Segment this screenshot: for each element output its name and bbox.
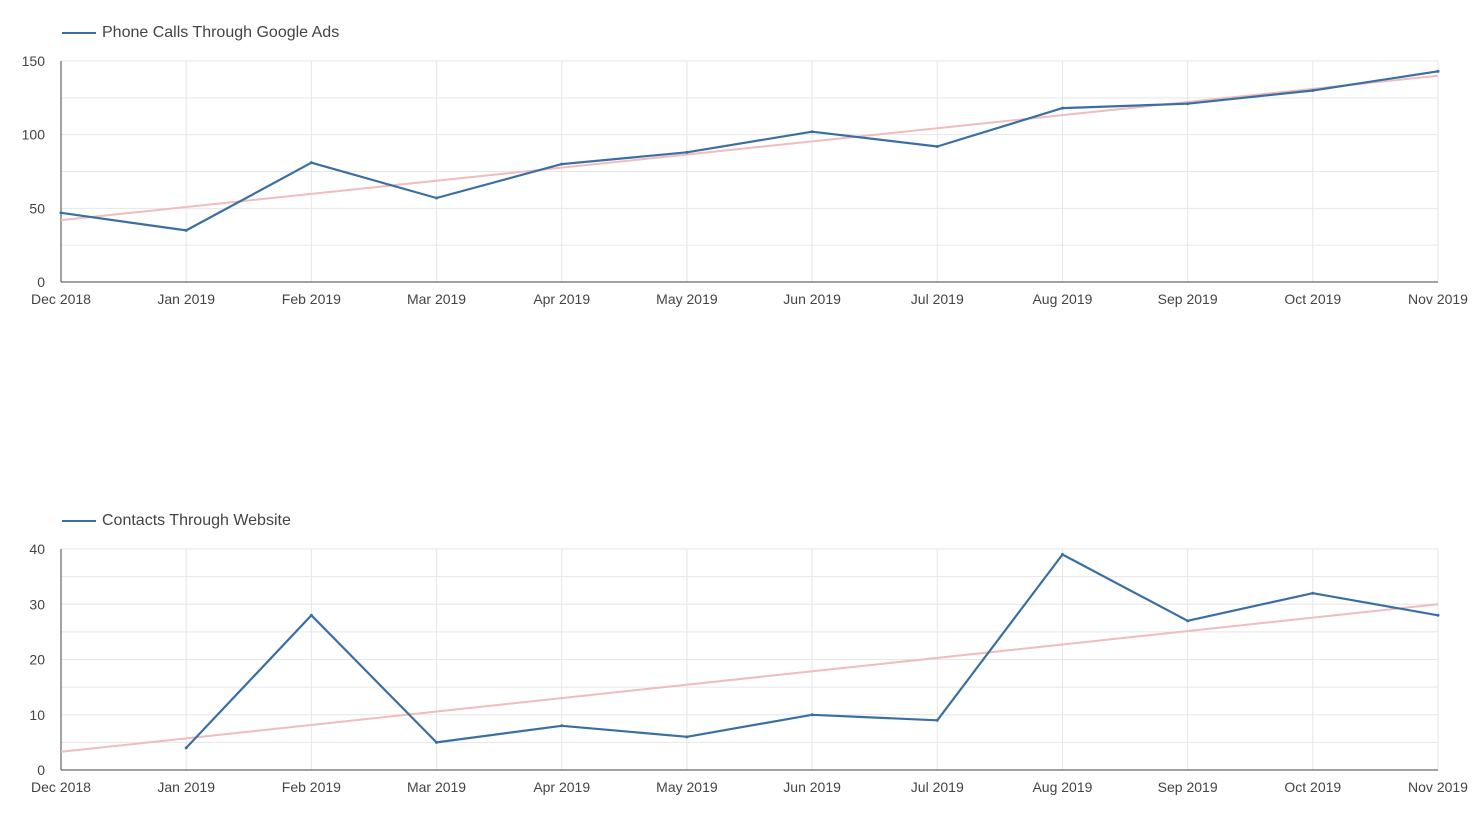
data-point xyxy=(810,713,814,717)
data-point xyxy=(1186,102,1190,106)
x-tick-label: Mar 2019 xyxy=(407,291,466,307)
y-tick-label: 0 xyxy=(37,274,45,290)
data-point xyxy=(1186,619,1190,623)
x-tick-label: Sep 2019 xyxy=(1158,779,1218,795)
x-tick-label: May 2019 xyxy=(656,291,718,307)
data-point xyxy=(685,150,689,154)
trendline xyxy=(60,603,1439,753)
chart-legend[interactable]: Phone Calls Through Google Ads xyxy=(62,24,339,42)
phone-calls-chart: Phone Calls Through Google Ads 0 50 100 150… xyxy=(0,0,1483,320)
x-tick-label: Apr 2019 xyxy=(533,779,590,795)
data-point xyxy=(935,144,939,148)
x-tick-label: Apr 2019 xyxy=(533,291,590,307)
legend-label: Contacts Through Website xyxy=(102,512,291,529)
data-point xyxy=(184,228,188,232)
chart-plot-area: 0 50 100 150 Dec 2018 Jan 2019 Feb 2019 Mar 201… xyxy=(22,53,1469,307)
x-tick-label: Dec 2018 xyxy=(31,291,91,307)
x-tick-label: Aug 2019 xyxy=(1032,291,1092,307)
x-tick-label: Jan 2019 xyxy=(157,291,215,307)
y-tick-label: 30 xyxy=(29,596,45,612)
data-point xyxy=(1060,553,1064,557)
x-tick-label: Jan 2019 xyxy=(157,779,215,795)
x-tick-label: Jul 2019 xyxy=(911,779,964,795)
x-tick-label: Oct 2019 xyxy=(1284,779,1341,795)
data-point xyxy=(435,196,439,200)
x-tick-label: Mar 2019 xyxy=(407,779,466,795)
x-tick-label: Oct 2019 xyxy=(1284,291,1341,307)
x-tick-label: Feb 2019 xyxy=(282,779,341,795)
data-point xyxy=(1311,591,1315,595)
data-point xyxy=(560,724,564,728)
data-point xyxy=(935,718,939,722)
data-point xyxy=(560,162,564,166)
x-tick-label: Sep 2019 xyxy=(1158,291,1218,307)
x-tick-label: Aug 2019 xyxy=(1032,779,1092,795)
y-tick-label: 100 xyxy=(22,127,46,143)
legend-swatch xyxy=(62,32,96,34)
series-line xyxy=(60,70,1439,232)
data-point xyxy=(1436,69,1440,73)
chart-plot-area: 0 10 20 30 40 Dec 2018 Jan 2019 Feb 2019 Mar 201… xyxy=(29,541,1468,795)
data-point xyxy=(1060,106,1064,110)
x-tick-label: Jul 2019 xyxy=(911,291,964,307)
x-tick-label: Jun 2019 xyxy=(783,291,841,307)
legend-swatch xyxy=(62,520,96,522)
data-point xyxy=(1436,613,1440,617)
x-tick-label: Nov 2019 xyxy=(1408,779,1468,795)
y-tick-label: 20 xyxy=(29,652,45,668)
x-tick-label: Feb 2019 xyxy=(282,291,341,307)
data-point xyxy=(309,613,313,617)
data-point xyxy=(1311,88,1315,92)
x-tick-label: May 2019 xyxy=(656,779,718,795)
chart-legend[interactable]: Contacts Through Website xyxy=(62,512,291,530)
data-point xyxy=(59,211,63,215)
y-tick-label: 150 xyxy=(22,53,46,69)
y-tick-label: 40 xyxy=(29,541,45,557)
data-point xyxy=(184,746,188,750)
y-tick-label: 50 xyxy=(29,200,45,216)
x-tick-label: Dec 2018 xyxy=(31,779,91,795)
x-tick-label: Nov 2019 xyxy=(1408,291,1468,307)
data-point xyxy=(435,740,439,744)
x-tick-label: Jun 2019 xyxy=(783,779,841,795)
data-point xyxy=(810,130,814,134)
legend-label: Phone Calls Through Google Ads xyxy=(102,24,340,41)
data-point xyxy=(309,161,313,165)
website-contacts-chart: Contacts Through Website 0 10 20 30 40 Dec 20… xyxy=(0,488,1483,808)
data-point xyxy=(685,735,689,739)
y-tick-label: 0 xyxy=(37,762,45,778)
trendline xyxy=(60,74,1439,222)
y-tick-label: 10 xyxy=(29,707,45,723)
